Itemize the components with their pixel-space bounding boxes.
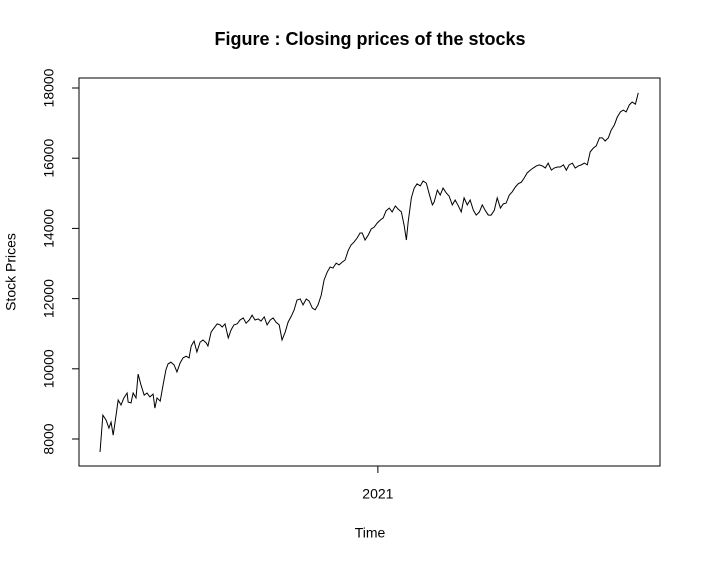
x-tick-label: 2021 (362, 486, 393, 502)
plot-frame (78, 77, 661, 467)
y-tick-label: 8000 (41, 423, 57, 454)
chart-title: Figure : Closing prices of the stocks (214, 29, 525, 49)
y-tick-label: 12000 (41, 279, 57, 318)
y-tick-label: 14000 (41, 209, 57, 248)
y-tick-label: 18000 (41, 68, 57, 107)
y-tick-label: 16000 (41, 139, 57, 178)
y-tick-label: 10000 (41, 349, 57, 388)
y-axis-label: Stock Prices (3, 233, 19, 311)
x-axis-label: Time (355, 525, 386, 541)
price-line (99, 92, 639, 453)
